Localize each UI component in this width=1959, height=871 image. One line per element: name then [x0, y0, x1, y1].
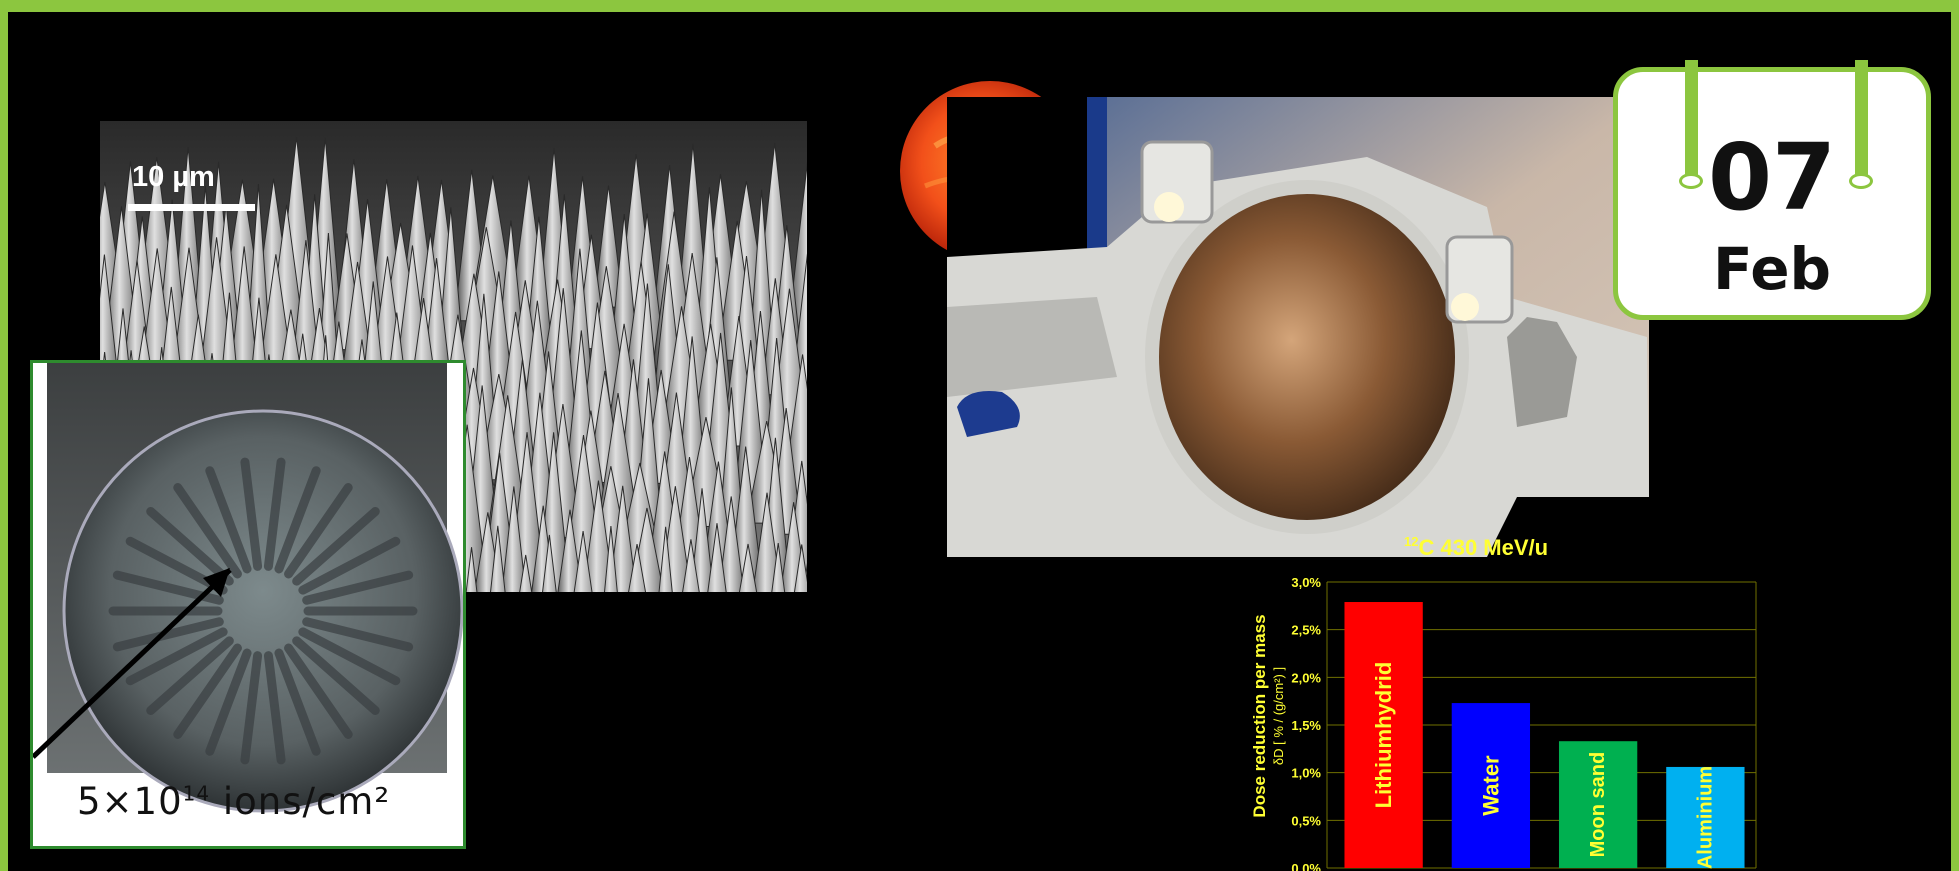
date-tag: 07 Feb	[1613, 60, 1931, 320]
hanger-right	[1855, 60, 1868, 179]
crack-ray	[173, 483, 242, 579]
bar-label: Aluminium	[1694, 766, 1716, 869]
nanocone	[793, 544, 807, 592]
y-tick-label: 0,5%	[1291, 813, 1321, 828]
nanocone	[682, 539, 700, 592]
bar-label: Water	[1478, 755, 1503, 816]
scale-bar	[128, 204, 255, 211]
crack-ray	[302, 617, 414, 652]
nanocone	[465, 547, 478, 592]
ring-left	[1679, 173, 1703, 189]
crack-ray	[173, 643, 242, 739]
nanocone	[519, 554, 533, 592]
y-tick-label: 0,0%	[1291, 861, 1321, 871]
nanocone	[658, 526, 673, 592]
chart-title-main: C 430 MeV/u	[1418, 535, 1548, 560]
bar-moon-sand	[1558, 741, 1638, 868]
crack-ray	[205, 466, 252, 574]
sample-photo-inset: 5×1014 ions/cm²	[30, 360, 466, 849]
crack-ray	[263, 457, 286, 571]
chart-title: 12C 430 MeV/u	[1404, 534, 1548, 560]
crack-ray	[205, 648, 252, 756]
crack-ray	[240, 651, 263, 765]
crack-ray	[298, 627, 401, 686]
crack-ray	[146, 507, 234, 586]
crack-ray	[284, 643, 353, 739]
y-axis-unit-label: δD [ % / (g/cm²) ]	[1271, 667, 1286, 765]
nanocone	[628, 544, 647, 592]
nanocone	[771, 542, 786, 592]
y-tick-label: 2,0%	[1291, 670, 1321, 685]
y-tick-label: 2,5%	[1291, 623, 1321, 638]
bar-aluminium	[1666, 766, 1745, 868]
nanocone	[501, 486, 527, 592]
y-tick-label: 3,0%	[1291, 575, 1321, 590]
date-month: Feb	[1712, 235, 1832, 303]
scale-bar-label: 10 µm	[132, 161, 215, 193]
astronaut-illustration	[947, 97, 1649, 557]
y-axis-label: Dose reduction per mass	[1250, 614, 1269, 817]
crack-ray	[240, 457, 263, 571]
bar-water	[1451, 703, 1531, 868]
nanocone	[738, 543, 758, 592]
hanger-left	[1685, 60, 1698, 179]
crack-ray	[146, 636, 234, 715]
crack-ray	[298, 536, 401, 595]
chart-title-sup: 12	[1404, 534, 1418, 549]
crack-ray	[292, 507, 380, 586]
bar-label: Moon sand	[1587, 752, 1609, 858]
crack-ray	[274, 466, 321, 574]
crack-ray	[292, 636, 380, 715]
nanocone	[557, 509, 583, 592]
nanocone	[542, 534, 557, 592]
nanocone	[718, 496, 745, 592]
date-day: 07	[1707, 124, 1837, 231]
crack-ray	[284, 483, 353, 579]
ion-fluence-caption: 5×1014 ions/cm²	[77, 780, 390, 823]
crack-ray	[125, 627, 228, 686]
caption-unit: ions/cm²	[210, 780, 391, 823]
astronaut-photo	[947, 97, 1649, 557]
nanocone	[604, 526, 618, 592]
dose-reduction-chart: 12C 430 MeV/u Dose reduction per mass δD…	[1240, 520, 1760, 871]
slide-canvas: 10 µm 5×1014 ions/cm²	[8, 12, 1951, 871]
bar-lithiumhydrid	[1344, 602, 1423, 868]
crack-ray	[302, 570, 414, 605]
bar-label: Lithiumhydrid	[1371, 662, 1396, 809]
caption-exponent: 14	[182, 781, 211, 806]
ring-right	[1849, 173, 1873, 189]
nanocone	[490, 525, 506, 592]
irradiated-sample-photo	[33, 363, 463, 813]
caption-base: 5×10	[77, 780, 183, 823]
crack-ray	[112, 617, 224, 652]
chart-svg: 12C 430 MeV/u Dose reduction per mass δD…	[1250, 534, 1757, 871]
crack-ray	[274, 648, 321, 756]
y-tick-label: 1,0%	[1291, 766, 1321, 781]
arrow-head	[203, 568, 230, 597]
crack-ray	[263, 651, 286, 765]
nanocone	[573, 530, 593, 592]
nanocone	[707, 523, 727, 592]
y-tick-label: 1,5%	[1291, 718, 1321, 733]
